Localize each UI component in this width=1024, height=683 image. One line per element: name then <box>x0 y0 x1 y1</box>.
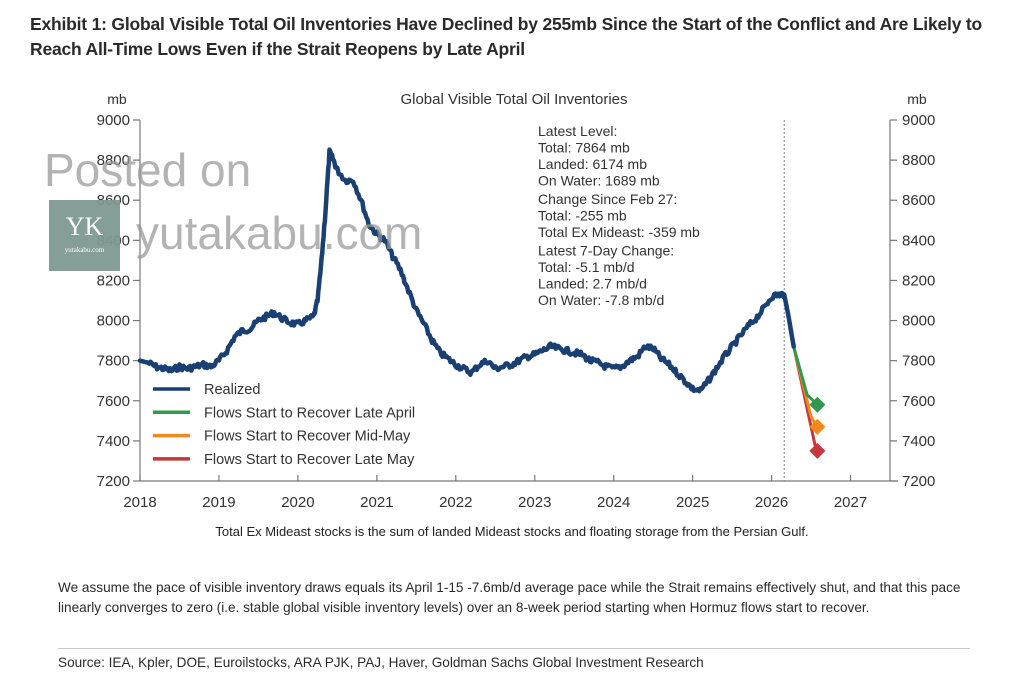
annotation-line: On Water: 1689 mb <box>538 173 660 189</box>
watermark-logo-initials: YK <box>65 212 104 241</box>
x-tick-label: 2019 <box>202 494 235 511</box>
annotation-heading: Change Since Feb 27: <box>538 191 677 207</box>
y-tick-label-left: 8200 <box>97 272 130 289</box>
legend-label: Flows Start to Recover Mid-May <box>204 429 411 445</box>
watermark-logo: YK yutakabu.com <box>49 200 120 271</box>
x-tick-label: 2023 <box>518 494 551 511</box>
y-tick-label-right: 8800 <box>902 152 935 169</box>
y-tick-label-left: 7400 <box>97 433 130 450</box>
y-tick-label-left: 7800 <box>97 353 130 370</box>
y-tick-label-right: 8600 <box>902 192 935 209</box>
x-tick-label: 2027 <box>834 494 867 511</box>
source-text: Source: IEA, Kpler, DOE, Euroilstocks, A… <box>58 655 704 670</box>
divider <box>58 648 970 649</box>
annotation-line: Total: -255 mb <box>538 208 627 224</box>
y-tick-label-right: 9000 <box>902 112 935 129</box>
y-tick-label-right: 8000 <box>902 313 935 330</box>
legend-label: Realized <box>204 382 260 398</box>
legend-label: Flows Start to Recover Late April <box>204 405 415 421</box>
scenario-endpoint-marker-3 <box>809 442 826 459</box>
chart-title: Global Visible Total Oil Inventories <box>400 91 627 108</box>
annotation-line: Landed: 6174 mb <box>538 156 647 172</box>
watermark-logo-site: yutakabu.com <box>64 246 105 254</box>
x-tick-label: 2021 <box>360 494 393 511</box>
y-tick-label-left: 8800 <box>97 152 130 169</box>
scenario-endpoint-marker-2 <box>809 418 826 435</box>
x-tick-label: 2026 <box>755 494 788 511</box>
annotation-line: Total: 7864 mb <box>538 140 630 156</box>
x-tick-label: 2020 <box>281 494 314 511</box>
y-tick-label-right: 7800 <box>902 353 935 370</box>
assumption-text: We assume the pace of visible inventory … <box>58 580 961 615</box>
y-tick-label-right: 7400 <box>902 433 935 450</box>
y-tick-label-right: 8200 <box>902 272 935 289</box>
y-axis-left-unit: mb <box>107 91 127 107</box>
annotation-heading: Latest Level: <box>538 123 617 139</box>
annotation-line: Total Ex Mideast: -359 mb <box>538 224 700 240</box>
x-tick-label: 2024 <box>597 494 630 511</box>
y-tick-label-right: 7200 <box>902 473 935 490</box>
plot-marks <box>137 120 826 481</box>
annotation-line: On Water: -7.8 mb/d <box>538 292 664 308</box>
legend-label: Flows Start to Recover Late May <box>204 452 415 468</box>
inventory-chart: Global Visible Total Oil Inventories mb … <box>97 91 936 511</box>
y-tick-label-left: 9000 <box>97 112 130 129</box>
annotation-line: Total: -5.1 mb/d <box>538 259 635 275</box>
series-line-realized <box>137 147 796 394</box>
y-tick-label-right: 7600 <box>902 393 935 410</box>
x-tick-label: 2025 <box>676 494 709 511</box>
y-tick-label-left: 8000 <box>97 313 130 330</box>
x-tick-label: 2018 <box>123 494 156 511</box>
chart-note: Total Ex Mideast stocks is the sum of la… <box>215 524 809 539</box>
annotation-heading: Latest 7-Day Change: <box>538 243 674 259</box>
y-tick-label-left: 7200 <box>97 473 130 490</box>
x-tick-label: 2022 <box>439 494 472 511</box>
scenario-endpoint-marker-1 <box>809 396 826 413</box>
y-tick-label-right: 8400 <box>902 232 935 249</box>
exhibit-title: Exhibit 1: Global Visible Total Oil Inve… <box>30 14 983 59</box>
y-tick-label-left: 7600 <box>97 393 130 410</box>
y-axis-right-unit: mb <box>907 91 927 107</box>
annotation-line: Landed: 2.7 mb/d <box>538 276 647 292</box>
legend: Realized Flows Start to Recover Late Apri… <box>153 382 415 468</box>
